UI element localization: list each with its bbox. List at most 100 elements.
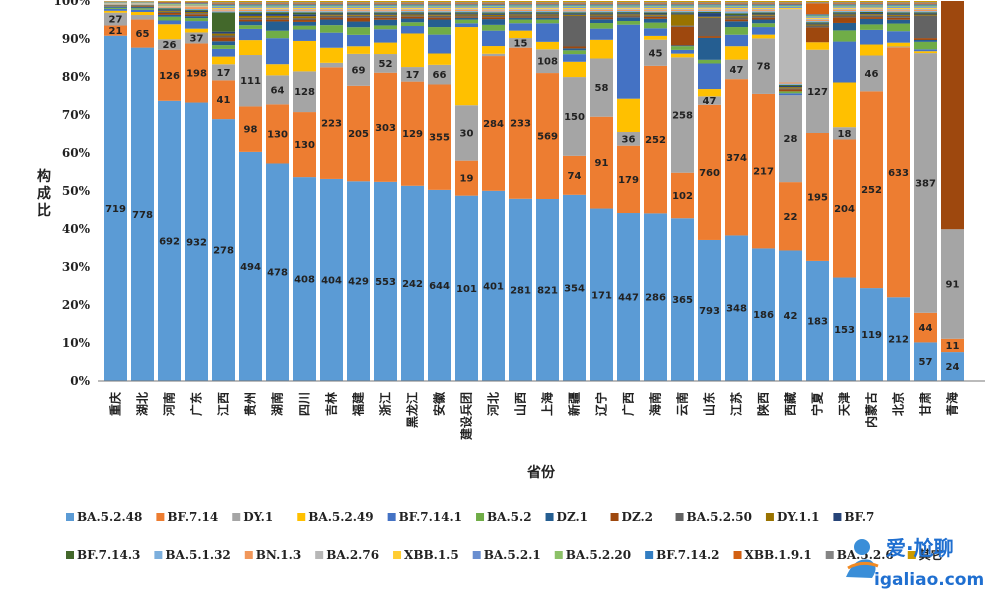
bar-segment	[347, 53, 370, 86]
bar-segment	[482, 24, 505, 31]
bar-segment	[860, 14, 883, 16]
bar-segment	[860, 44, 883, 56]
bar-segment	[617, 10, 640, 13]
legend-label: 其它	[919, 547, 943, 562]
bar-segment	[509, 11, 532, 13]
bar-segment	[725, 9, 748, 11]
bar-segment	[779, 88, 802, 90]
bar-segment	[725, 4, 748, 6]
bar-segment	[617, 6, 640, 8]
legend-label: BA.5.2.48	[77, 510, 142, 524]
bar-segment	[212, 80, 235, 120]
bar-segment	[671, 45, 694, 47]
bar-segment	[887, 10, 910, 12]
bar-segment	[698, 10, 721, 12]
bar-segment	[779, 91, 802, 94]
bar-segment	[401, 9, 424, 12]
y-tick-label: 90%	[62, 32, 91, 46]
bar-segment	[779, 2, 802, 4]
bar-segment	[374, 3, 397, 5]
bar-segment	[752, 19, 775, 24]
data-label: 303	[375, 123, 396, 134]
bar-segment	[725, 3, 748, 5]
bar-segment	[455, 4, 478, 6]
bar-segment	[185, 13, 208, 15]
bar-segment	[833, 13, 856, 15]
data-label: 98	[244, 125, 258, 136]
data-label: 47	[730, 65, 744, 76]
bar-segment	[698, 6, 721, 8]
bar-segment	[428, 5, 451, 7]
bar-segment	[212, 48, 235, 57]
bar-segment	[482, 30, 505, 47]
bar-segment	[644, 213, 667, 381]
bar-segment	[320, 12, 343, 14]
bar-segment	[509, 2, 532, 4]
data-label: 242	[402, 279, 423, 290]
bar-segment	[833, 3, 856, 5]
bar-segment	[887, 12, 910, 14]
bar-segment	[698, 239, 721, 381]
bar-segment	[644, 15, 667, 17]
bar-segment	[563, 46, 586, 49]
bar-segment	[509, 17, 532, 20]
bar-segment	[536, 9, 559, 12]
bar-segment	[887, 7, 910, 10]
x-tick-label: 天津	[837, 392, 852, 416]
legend-swatch	[393, 551, 402, 559]
y-tick-label: 30%	[62, 260, 91, 274]
bar-segment	[455, 19, 478, 24]
bar-segment	[914, 312, 937, 343]
bar-segment	[671, 6, 694, 8]
bar-segment	[455, 12, 478, 14]
legend-label: DZ.2	[622, 510, 653, 524]
bar-segment	[752, 0, 775, 3]
x-tick-label: 山东	[702, 392, 717, 416]
watermark: 爱·尬聊 igaliao.com	[846, 536, 984, 590]
bar-segment	[887, 17, 910, 20]
x-tick-label: 浙江	[378, 392, 393, 416]
bar-segment	[914, 5, 937, 7]
bar-segment	[185, 28, 208, 33]
bar-segment	[617, 14, 640, 16]
bar-segment	[428, 17, 451, 20]
bar-segment	[212, 9, 235, 11]
bar-segment	[158, 10, 181, 12]
bar-segment	[644, 7, 667, 9]
bar-segment	[455, 160, 478, 196]
bar-segment	[698, 8, 721, 10]
bar-segment	[563, 5, 586, 7]
bar-segment	[536, 23, 559, 42]
data-label: 217	[753, 167, 774, 178]
bar-segment	[293, 2, 316, 4]
bar-segment	[185, 102, 208, 381]
bar-segment	[725, 19, 748, 22]
bar-segment	[590, 14, 613, 16]
bar-segment	[644, 3, 667, 5]
bar-segment	[806, 260, 829, 381]
bar-segment	[293, 16, 316, 19]
bar-segment	[833, 41, 856, 83]
legend: BA.5.2.48 BF.7.14 DY.1 BA.5.2.49 BF.7.14.1 BA…	[66, 510, 943, 562]
legend-label: XBB.1.5	[404, 548, 459, 562]
bar-segment	[806, 49, 829, 133]
bar-segment	[860, 91, 883, 289]
bar-segment	[617, 9, 640, 11]
x-tick-label: 西藏	[783, 392, 798, 416]
bar-segment	[725, 235, 748, 381]
legend-swatch	[472, 551, 481, 559]
bar-segment	[158, 39, 181, 50]
bar-segment	[428, 19, 451, 28]
bar-segment	[401, 14, 424, 16]
data-label: 17	[217, 68, 231, 79]
bar-segment	[671, 57, 694, 173]
bar-segment	[563, 4, 586, 6]
bar-segment	[563, 61, 586, 78]
bar-segment	[428, 6, 451, 8]
data-label: 28	[784, 134, 798, 145]
legend-label: DZ.1	[557, 510, 588, 524]
bar-segment	[212, 11, 235, 13]
bar-segment	[698, 63, 721, 90]
bar-segment	[158, 9, 181, 11]
data-label: 494	[240, 262, 261, 273]
